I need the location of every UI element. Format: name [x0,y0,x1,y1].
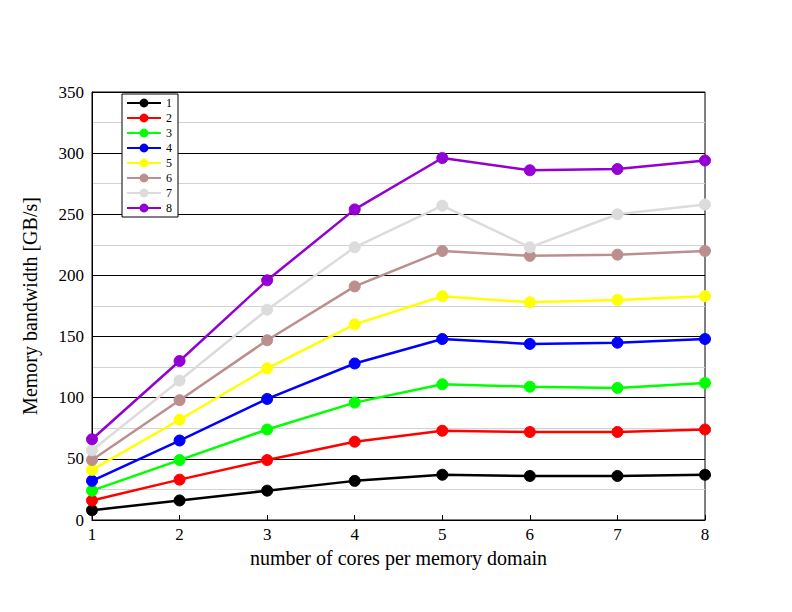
svg-text:2: 2 [166,111,172,125]
svg-text:5: 5 [438,525,447,544]
svg-text:8: 8 [166,201,172,215]
svg-text:250: 250 [59,205,85,224]
svg-text:150: 150 [59,327,85,346]
svg-text:300: 300 [59,144,85,163]
svg-text:100: 100 [59,388,85,407]
svg-text:number of cores per memory dom: number of cores per memory domain [250,547,547,570]
svg-text:4: 4 [350,525,359,544]
svg-text:3: 3 [166,126,172,140]
svg-text:7: 7 [166,186,172,200]
svg-text:0: 0 [76,511,85,530]
svg-text:5: 5 [166,156,172,170]
svg-text:350: 350 [59,83,85,102]
svg-text:1: 1 [88,525,97,544]
svg-text:6: 6 [526,525,535,544]
svg-text:Memory bandwidth [GB/s]: Memory bandwidth [GB/s] [19,197,42,415]
svg-text:8: 8 [701,525,710,544]
svg-text:2: 2 [175,525,184,544]
svg-text:6: 6 [166,171,172,185]
svg-text:200: 200 [59,266,85,285]
svg-text:1: 1 [166,96,172,110]
svg-text:3: 3 [263,525,272,544]
svg-text:7: 7 [613,525,622,544]
svg-text:50: 50 [67,449,84,468]
svg-text:4: 4 [166,141,172,155]
